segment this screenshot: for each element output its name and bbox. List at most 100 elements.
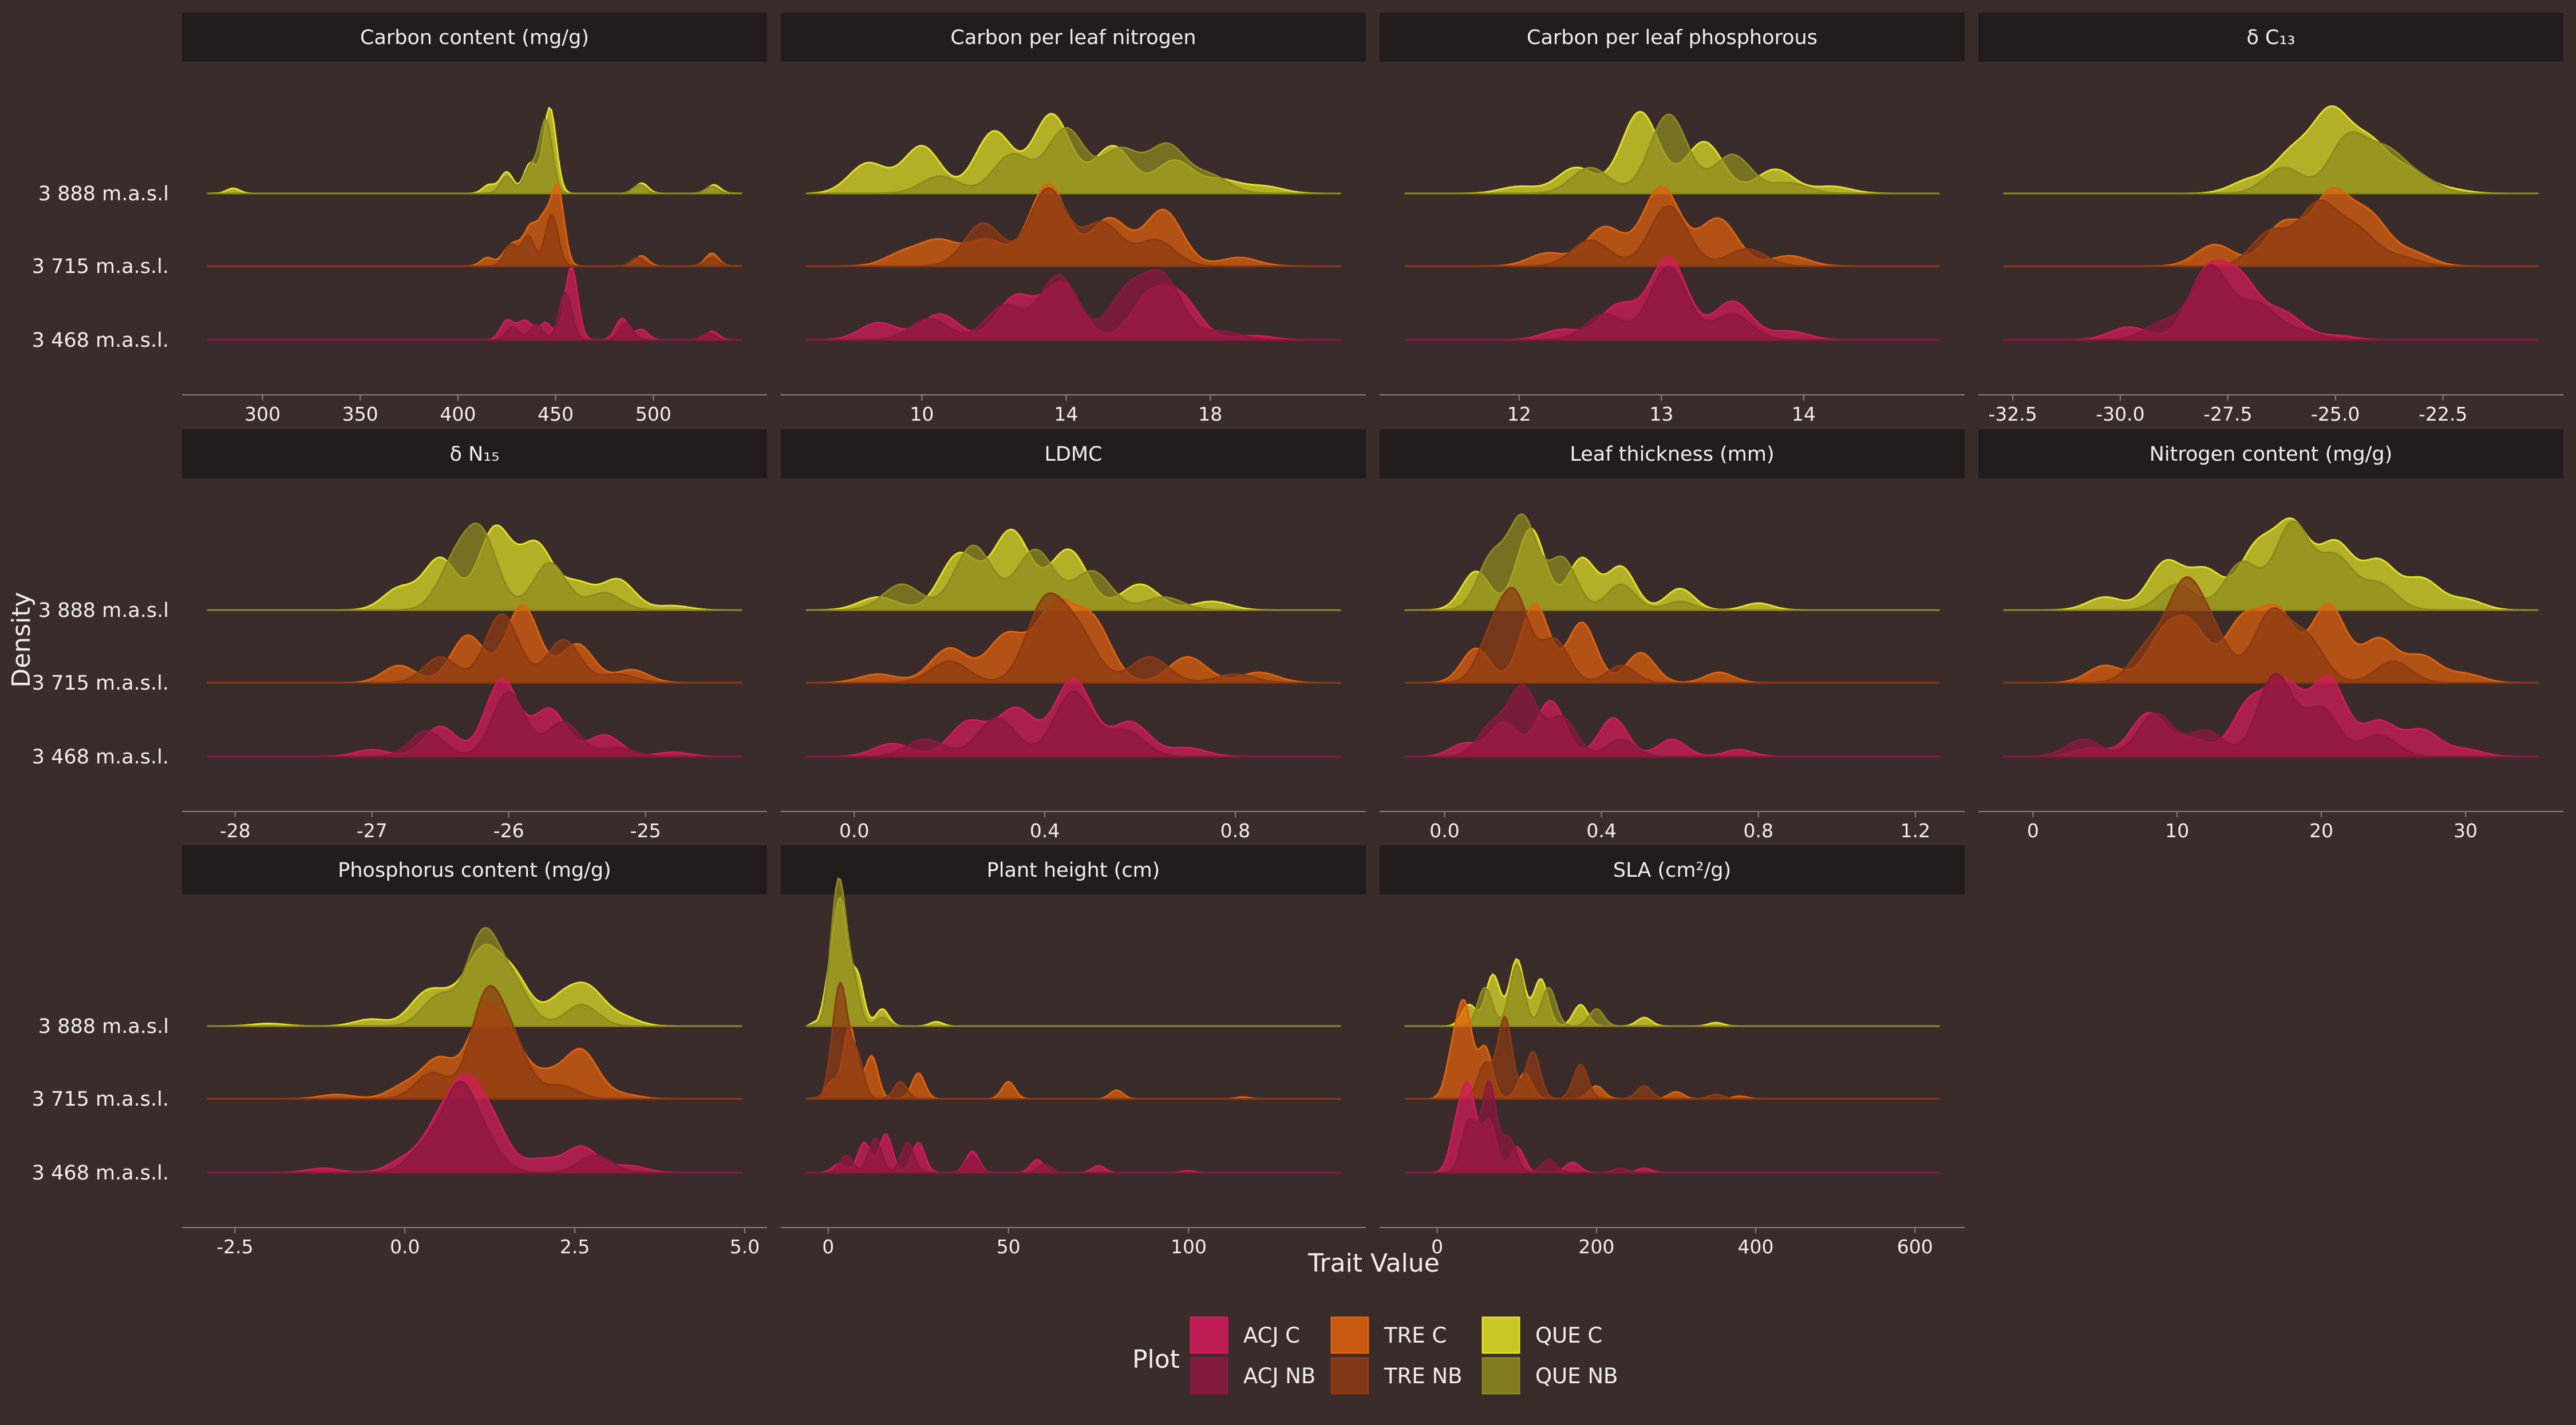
- x-tick-label: 500: [635, 403, 671, 425]
- density-que-nb: [207, 927, 742, 1027]
- x-tick-label: 2.5: [560, 1236, 590, 1258]
- density-tre-nb: [2003, 576, 2539, 684]
- x-tick-label: 200: [1578, 1236, 1614, 1258]
- x-tick-label: 10: [2165, 820, 2189, 842]
- density-que-nb: [207, 522, 742, 611]
- density-acj-nb: [805, 1137, 1341, 1174]
- legend-label: QUE NB: [1535, 1364, 1618, 1388]
- x-tick-label: 18: [1198, 403, 1222, 425]
- facet-title: Carbon per leaf nitrogen: [950, 26, 1196, 49]
- density-que-nb: [805, 877, 1341, 1027]
- x-tick-label: 0.0: [1429, 820, 1459, 842]
- facet-ldmc: LDMC 0.0 0.4 0.8: [781, 429, 1366, 842]
- y-tick-label: 3 468 m.a.s.l.: [32, 746, 169, 769]
- x-tick-label: 14: [1054, 403, 1078, 425]
- density-acj-nb: [207, 292, 742, 341]
- x-tick-label: 0.4: [1030, 820, 1060, 842]
- y-tick-label: 3 888 m.a.s.l: [38, 183, 169, 205]
- density-tre-nb: [2003, 199, 2539, 267]
- density-que-nb: [805, 544, 1341, 611]
- x-axis-title: Trait Value: [1307, 1249, 1440, 1278]
- facet-title: δ C₁₃: [2246, 26, 2295, 49]
- x-tick-label: 1.2: [1901, 820, 1930, 842]
- density-que-nb: [1404, 964, 1940, 1027]
- x-tick-label: 100: [1171, 1236, 1207, 1258]
- density-tre-nb: [1404, 587, 1940, 684]
- legend-label: ACJ NB: [1243, 1364, 1315, 1388]
- density-acj-nb: [2003, 672, 2539, 758]
- x-tick-label: 12: [1507, 403, 1531, 425]
- facet-sla-cm-g: SLA (cm²/g) 0 200 400 600: [1380, 845, 1965, 1258]
- facet-carbon-per-leaf-nitrogen: Carbon per leaf nitrogen 10 14 18: [781, 13, 1366, 425]
- x-tick-label: 300: [244, 403, 280, 425]
- x-tick-label: -30.0: [2096, 403, 2144, 425]
- density-tre-nb: [207, 613, 742, 684]
- density-tre-nb: [805, 592, 1341, 684]
- facet-title: SLA (cm²/g): [1613, 859, 1731, 882]
- facet-title: Phosphorus content (mg/g): [338, 859, 611, 882]
- density-que-nb: [805, 126, 1341, 195]
- x-tick-label: 0.8: [1744, 820, 1773, 842]
- density-que-nb: [2003, 520, 2539, 611]
- x-tick-label: 30: [2453, 820, 2478, 842]
- density-tre-nb: [1404, 1015, 1940, 1100]
- facet-phosphorus-content-mg-g: Phosphorus content (mg/g) -2.5 0.0 2.5 5.0: [182, 845, 767, 1258]
- facet-strip: [1380, 429, 1965, 478]
- x-tick-label: 450: [538, 403, 574, 425]
- facet-title: Leaf thickness (mm): [1570, 443, 1774, 466]
- legend-label: TRE NB: [1384, 1364, 1463, 1388]
- x-tick-label: -25.0: [2311, 403, 2360, 425]
- x-tick-label: 0.8: [1220, 820, 1250, 842]
- density-acj-nb: [207, 691, 742, 758]
- density-acj-nb: [1404, 1080, 1940, 1174]
- x-tick-label: -2.5: [216, 1236, 253, 1258]
- density-tre-nb: [805, 187, 1341, 267]
- x-tick-label: -32.5: [1988, 403, 2037, 425]
- x-tick-label: 400: [440, 403, 476, 425]
- facet-title: δ N₁₅: [450, 443, 500, 466]
- y-axis-category-labels: 3 468 m.a.s.l. 3 715 m.a.s.l. 3 888 m.a.s.…: [32, 183, 169, 1185]
- density-que-nb: [1404, 113, 1940, 195]
- facet-strip: [781, 429, 1366, 478]
- legend: Plot ACJ C ACJ NB TRE C TRE NB QUE C QUE NB: [1132, 1316, 1618, 1395]
- facet-carbon-content-mg-g: Carbon content (mg/g) 300 350 400 450 500: [182, 13, 767, 425]
- facet-strip: [182, 429, 767, 478]
- density-acj-nb: [207, 1080, 742, 1174]
- x-tick-label: -22.5: [2419, 403, 2467, 425]
- x-tick-label: 14: [1792, 403, 1816, 425]
- density-acj-nb: [1404, 683, 1940, 758]
- density-acj-nb: [2003, 264, 2539, 341]
- legend-label: TRE C: [1384, 1323, 1447, 1348]
- legend-swatch: [1190, 1357, 1228, 1395]
- x-tick-label: -26: [493, 820, 524, 842]
- density-acj-nb: [805, 269, 1341, 341]
- legend-label: ACJ C: [1243, 1323, 1300, 1348]
- density-que-nb: [207, 119, 742, 195]
- density-tre-nb: [207, 213, 742, 267]
- y-tick-label: 3 468 m.a.s.l.: [32, 329, 169, 352]
- legend-swatch: [1481, 1357, 1520, 1395]
- x-tick-label: 5.0: [730, 1236, 760, 1258]
- x-tick-label: 13: [1649, 403, 1673, 425]
- y-tick-label: 3 715 m.a.s.l.: [32, 672, 169, 695]
- facet-strip: [781, 845, 1366, 894]
- legend-swatch: [1330, 1316, 1369, 1354]
- legend-item-acj-c: ACJ C: [1190, 1316, 1300, 1354]
- legend-item-que-nb: QUE NB: [1481, 1357, 1618, 1395]
- facet-strip: [781, 13, 1366, 62]
- legend-title: Plot: [1132, 1345, 1180, 1374]
- facet-panels: Carbon content (mg/g)300 350 400 450 500Carb…: [182, 13, 2563, 1258]
- x-tick-label: -27: [357, 820, 388, 842]
- x-tick-label: 50: [997, 1236, 1021, 1258]
- facet-title: Carbon per leaf phosphorous: [1527, 26, 1818, 49]
- x-tick-label: 20: [2309, 820, 2333, 842]
- x-tick-label: -28: [220, 820, 251, 842]
- y-tick-label: 3 715 m.a.s.l.: [32, 1088, 169, 1111]
- x-tick-label: 0.0: [839, 820, 869, 842]
- y-axis-title: Density: [7, 592, 36, 687]
- density-que-nb: [1404, 513, 1940, 611]
- density-acj-nb: [1404, 266, 1940, 341]
- density-tre-nb: [207, 985, 742, 1100]
- facet-c: δ C₁₃ -32.5 -30.0 -27.5 -25.0 -22.5: [1978, 13, 2563, 425]
